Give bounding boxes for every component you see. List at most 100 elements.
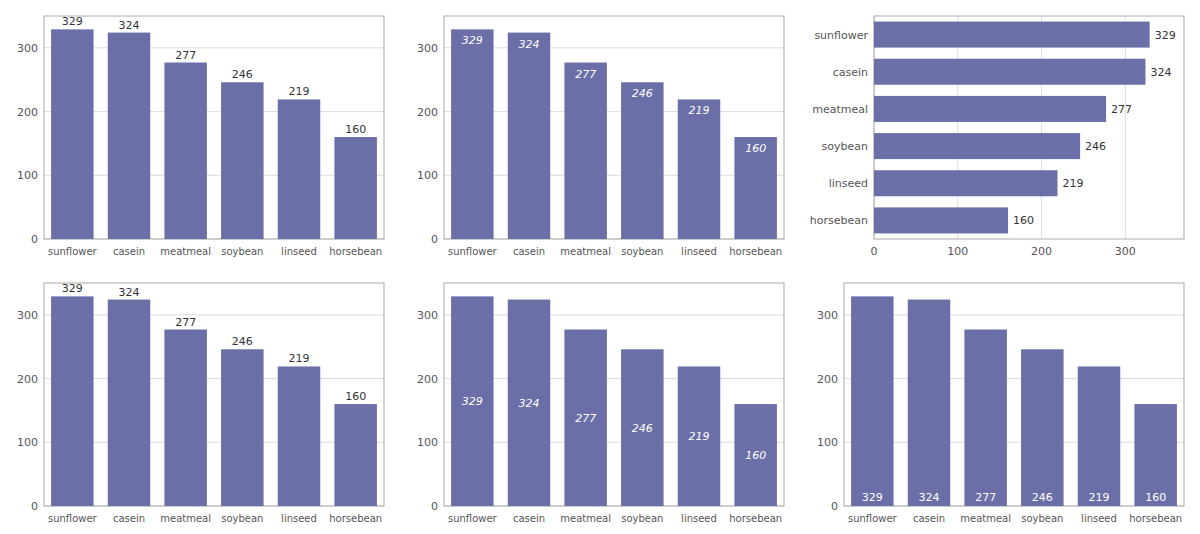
category-label: sunflower <box>848 513 898 524</box>
data-label: 329 <box>462 34 483 47</box>
data-label: 160 <box>745 449 766 462</box>
panel: 0100200300329324277246219160sunflowercas… <box>417 16 784 257</box>
figure: 0 100 200 300 329 324 277 246 219 160 sunflower cas… <box>0 0 1200 534</box>
category-label: casein <box>833 66 868 79</box>
grid-line <box>1041 16 1042 239</box>
category-label: linseed <box>1081 513 1117 524</box>
category-label: sunflower <box>448 246 498 257</box>
category-label: soybean <box>621 246 663 257</box>
category-label: soybean <box>1021 513 1063 524</box>
data-label: 324 <box>519 38 540 51</box>
data-label: 277 <box>175 316 196 329</box>
data-label: 160 <box>345 390 366 403</box>
tick-label: 300 <box>417 42 438 55</box>
bar <box>164 330 207 506</box>
grid-line <box>1125 16 1126 239</box>
bar <box>621 82 664 239</box>
data-label: 160 <box>745 142 766 155</box>
bar <box>451 29 494 239</box>
bar <box>51 296 93 506</box>
data-label: 246 <box>632 422 653 435</box>
data-label: 277 <box>575 412 596 425</box>
category-label: casein <box>913 513 945 524</box>
tick-label: 300 <box>17 309 38 322</box>
category-label: meatmeal <box>560 246 611 257</box>
bar <box>874 96 1106 122</box>
panel: 0100200300160219246277324329horsebeanlin… <box>810 16 1184 258</box>
bar <box>108 300 151 506</box>
bar <box>874 207 1008 233</box>
category-label: soybean <box>822 140 868 153</box>
labels: 329324277246219160 <box>62 15 366 136</box>
category-label: sunflower <box>48 246 98 257</box>
bar <box>874 59 1145 85</box>
tick-label: 200 <box>1031 245 1052 258</box>
category-label: horsebean <box>1129 513 1182 524</box>
bar <box>564 330 607 506</box>
data-label: 219 <box>289 352 310 365</box>
bars <box>851 296 1177 506</box>
category-label: meatmeal <box>960 513 1011 524</box>
bar <box>734 404 777 506</box>
bar <box>164 63 207 239</box>
tick-label: 0 <box>871 245 878 258</box>
data-label: 246 <box>1032 491 1053 504</box>
tick-label: 0 <box>31 233 38 246</box>
bar <box>678 99 721 239</box>
category-label: horsebean <box>729 513 782 524</box>
category-label: casein <box>113 513 145 524</box>
data-label: 329 <box>462 395 483 408</box>
panel: 0100200300329324277246219160sunflowercas… <box>17 15 384 257</box>
grid-line <box>444 175 784 176</box>
bar <box>278 366 321 506</box>
tick-label: 200 <box>417 373 438 386</box>
panel: 0100200300329324277246219160sunflowercas… <box>17 282 384 524</box>
bar <box>334 137 377 239</box>
data-label: 277 <box>1111 103 1132 116</box>
data-label: 219 <box>1062 177 1083 190</box>
category-label: sunflower <box>48 513 98 524</box>
data-label: 277 <box>175 49 196 62</box>
category-label: meatmeal <box>160 246 211 257</box>
data-label: 219 <box>689 430 710 443</box>
category-label: meatmeal <box>160 513 211 524</box>
data-label: 329 <box>62 15 83 28</box>
category-label: horsebean <box>329 246 382 257</box>
bar <box>734 137 777 239</box>
tick-label: 100 <box>817 436 838 449</box>
category-label: meatmeal <box>812 103 868 116</box>
tick-label: 0 <box>31 500 38 513</box>
bars <box>874 22 1150 234</box>
bar <box>908 300 951 506</box>
tick-label: 200 <box>17 106 38 119</box>
labels: 160219246277324329 <box>1013 29 1176 228</box>
grid-line <box>444 111 784 112</box>
bar <box>874 170 1057 196</box>
category-label: linseed <box>281 513 317 524</box>
plot-frame <box>874 16 1184 239</box>
bars <box>451 296 777 506</box>
bar <box>964 330 1007 506</box>
data-label: 246 <box>632 87 653 100</box>
data-label: 324 <box>519 397 540 410</box>
bar <box>334 404 377 506</box>
data-label: 324 <box>119 286 140 299</box>
category-label: meatmeal <box>560 513 611 524</box>
grid-line <box>44 314 384 315</box>
data-label: 277 <box>975 491 996 504</box>
category-label: soybean <box>621 513 663 524</box>
tick-label: 100 <box>417 436 438 449</box>
bar <box>508 33 551 239</box>
bar <box>278 99 321 239</box>
data-label: 160 <box>345 123 366 136</box>
grid-line <box>44 175 384 176</box>
category-label: linseed <box>281 246 317 257</box>
grid-line <box>444 442 784 443</box>
grid-line <box>844 314 1184 315</box>
tick-label: 0 <box>831 500 838 513</box>
tick-label: 100 <box>947 245 968 258</box>
labels: 329324277246219160 <box>462 34 766 155</box>
bar <box>874 133 1080 159</box>
data-label: 160 <box>1013 214 1034 227</box>
data-label: 219 <box>289 85 310 98</box>
